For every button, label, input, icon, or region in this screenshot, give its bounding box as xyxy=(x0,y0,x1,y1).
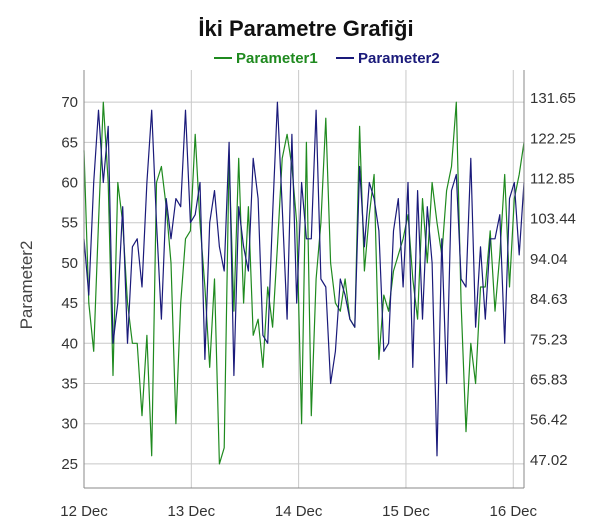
y-right-tick-label: 103.44 xyxy=(530,211,576,228)
y-left-tick-label: 60 xyxy=(61,175,78,192)
x-tick-label: 16 Dec xyxy=(490,503,538,520)
x-tick-label: 14 Dec xyxy=(275,503,323,520)
y-left-tick-label: 40 xyxy=(61,335,78,352)
y-right-tick-label: 94.04 xyxy=(530,251,568,268)
y-left-tick-label: 25 xyxy=(61,456,78,473)
axes: 25 30 35 40 45 50 55 60 65 70 47.02 56.42 65.83 75.23… xyxy=(60,70,576,520)
y-right-tick-label: 131.65 xyxy=(530,90,576,107)
y-left-tick-label: 35 xyxy=(61,376,78,393)
legend-label-parameter2: Parameter2 xyxy=(358,50,440,67)
y-axis-label: Parameter2 xyxy=(17,241,36,330)
y-right-tick-label: 75.23 xyxy=(530,331,568,348)
x-tick-label: 13 Dec xyxy=(168,503,216,520)
x-tick-label: 12 Dec xyxy=(60,503,108,520)
y-right-tick-label: 56.42 xyxy=(530,412,568,429)
series-lines xyxy=(83,101,525,465)
y-left-tick-label: 65 xyxy=(61,134,78,151)
series-line-parameter2 xyxy=(83,101,525,457)
y-right-tick-label: 47.02 xyxy=(530,452,568,469)
y-left-tick-label: 45 xyxy=(61,295,78,312)
y-left-tick-label: 55 xyxy=(61,215,78,232)
y-left-tick-label: 50 xyxy=(61,255,78,272)
y-right-tick-label: 84.63 xyxy=(530,291,568,308)
y-left-tick-label: 70 xyxy=(61,94,78,111)
chart-title: İki Parametre Grafiği xyxy=(198,16,413,41)
legend: Parameter1 Parameter2 xyxy=(214,50,440,67)
x-tick-label: 15 Dec xyxy=(382,503,430,520)
y-right-tick-label: 65.83 xyxy=(530,371,568,388)
y-right-tick-label: 122.25 xyxy=(530,130,576,147)
legend-label-parameter1: Parameter1 xyxy=(236,50,318,67)
y-right-tick-label: 112.85 xyxy=(530,170,575,187)
y-left-tick-label: 30 xyxy=(61,416,78,433)
series-line-parameter1 xyxy=(83,101,525,465)
